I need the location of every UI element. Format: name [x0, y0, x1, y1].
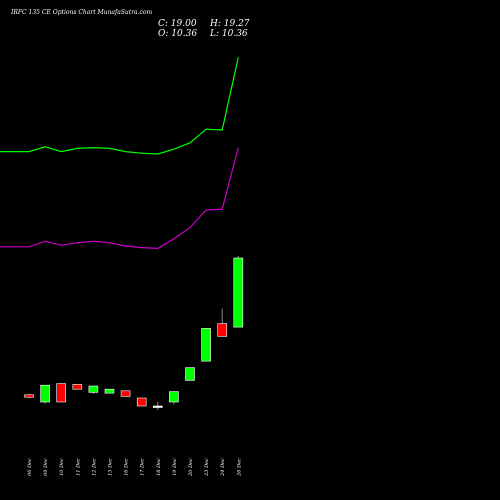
open-label: O: — [158, 29, 169, 39]
x-tick-label: 13 Dec — [108, 458, 114, 476]
bands-layer — [0, 57, 239, 250]
x-tick-label: 16 Dec — [124, 458, 130, 476]
low-value: 10.36 — [221, 29, 248, 39]
candle-body — [201, 328, 211, 362]
x-tick-label: 06 Dec — [27, 458, 33, 476]
x-tick-label: 11 Dec — [75, 458, 81, 476]
candle — [120, 390, 131, 397]
chart-title: IRFC 135 CE Options Chart MunafaSutra.co… — [11, 9, 153, 16]
low-label: L: — [210, 29, 220, 39]
x-tick-label: 18 Dec — [156, 458, 162, 476]
candle-body — [169, 391, 179, 403]
candle-body — [40, 384, 50, 403]
x-tick-label: 09 Dec — [43, 458, 49, 476]
candle-body — [24, 394, 34, 398]
high-label: H: — [210, 19, 221, 29]
open-value: 10.36 — [171, 29, 198, 39]
x-tick-label: 12 Dec — [91, 458, 97, 476]
candle — [169, 391, 179, 405]
x-tick-label: 24 Dec — [220, 458, 226, 477]
candle-body — [56, 383, 67, 403]
candle — [217, 308, 227, 337]
high-readout: H: 19.27 — [210, 19, 250, 29]
high-value: 19.27 — [223, 19, 250, 29]
close-label: C: — [158, 19, 168, 29]
candle — [40, 384, 50, 404]
candle — [233, 255, 244, 328]
candle — [56, 383, 67, 403]
candle — [153, 402, 163, 410]
x-tick-label: 20 Dec — [188, 458, 194, 477]
lower-band-line — [0, 147, 239, 250]
low-readout: L: 10.36 — [210, 29, 248, 39]
candle — [24, 394, 34, 398]
candle-body — [88, 385, 99, 393]
candle-body — [72, 384, 83, 390]
candle-body — [217, 323, 227, 337]
candle — [104, 388, 115, 394]
candle — [185, 367, 195, 381]
candles-layer — [24, 255, 244, 410]
candle-body — [120, 390, 131, 397]
candle-body — [153, 405, 163, 408]
candle-body — [136, 397, 147, 407]
candle-body — [185, 367, 195, 381]
open-readout: O: 10.36 — [158, 29, 197, 39]
x-tick-label: 19 Dec — [172, 458, 178, 476]
candle — [72, 384, 83, 390]
x-tick-label: 10 Dec — [59, 458, 65, 476]
x-tick-label: 17 Dec — [140, 458, 146, 476]
candle-body — [104, 388, 115, 394]
x-axis-ticks: 06 Dec 09 Dec 10 Dec 11 Dec 12 Dec 13 Dec 16 D… — [27, 458, 242, 477]
close-readout: C: 19.00 — [158, 19, 197, 29]
close-value: 19.00 — [170, 19, 197, 29]
x-tick-label: 23 Dec — [204, 458, 210, 477]
candle — [136, 397, 147, 407]
x-tick-label: 26 Dec — [236, 458, 242, 477]
upper-band-line — [0, 57, 239, 155]
candle — [88, 385, 99, 394]
candle — [201, 328, 211, 362]
candle-body — [233, 257, 244, 328]
